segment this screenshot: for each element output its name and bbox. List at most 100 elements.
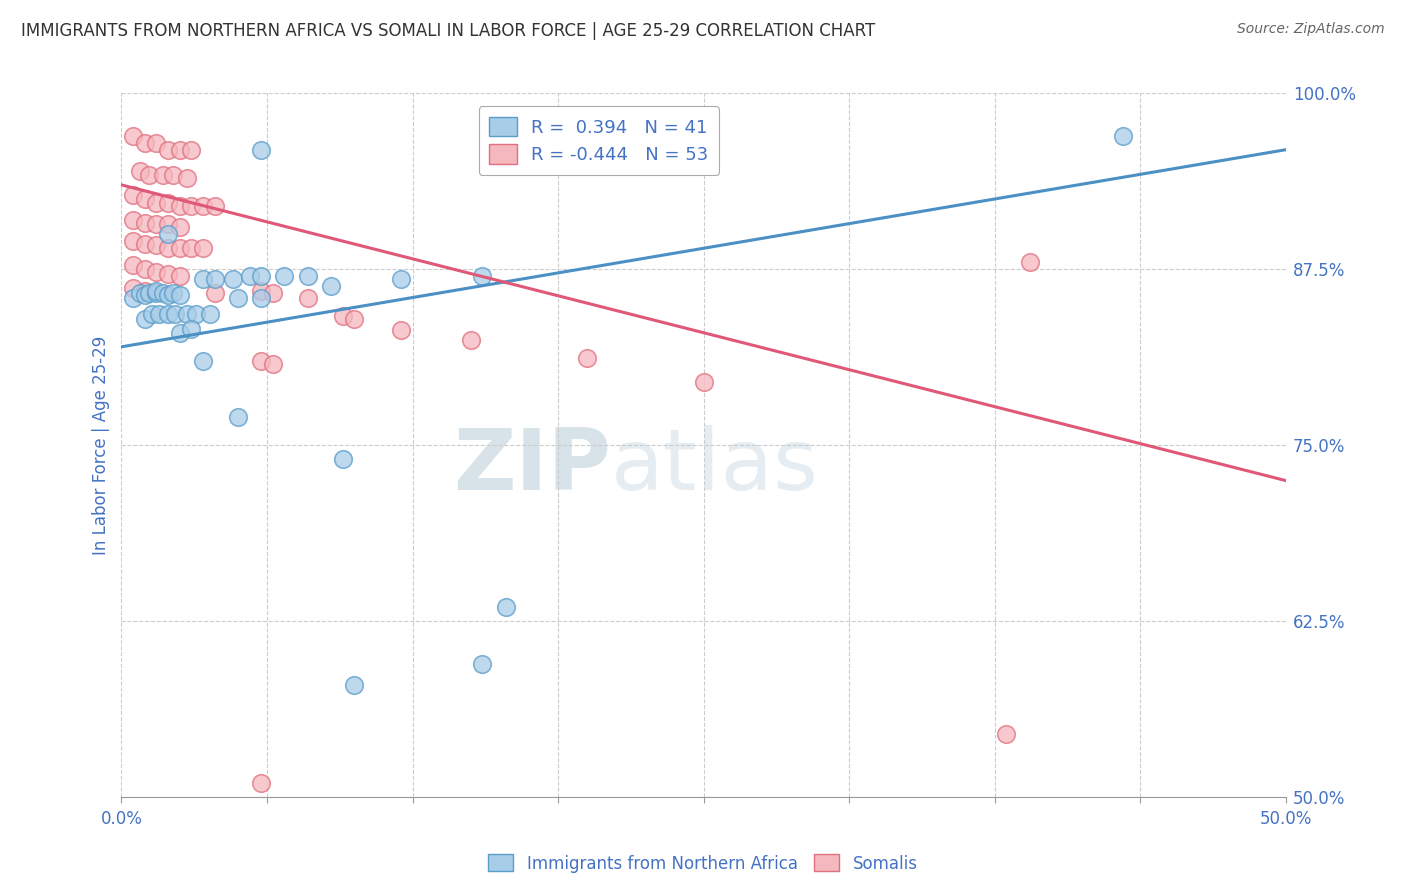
Point xyxy=(157,241,180,255)
Point xyxy=(297,291,319,305)
Point xyxy=(226,291,249,305)
Point xyxy=(169,199,191,213)
Point xyxy=(134,287,156,301)
Point xyxy=(332,452,354,467)
Point xyxy=(134,262,156,277)
Point xyxy=(162,168,184,182)
Point xyxy=(163,308,186,322)
Point xyxy=(129,286,152,301)
Point xyxy=(250,143,273,157)
Point xyxy=(129,163,152,178)
Point xyxy=(145,217,167,231)
Point xyxy=(122,258,145,272)
Point xyxy=(152,168,174,182)
Point xyxy=(145,265,167,279)
Y-axis label: In Labor Force | Age 25-29: In Labor Force | Age 25-29 xyxy=(93,335,110,555)
Point xyxy=(152,286,174,301)
Point xyxy=(204,286,226,301)
Point xyxy=(145,284,167,298)
Point xyxy=(332,309,354,323)
Point xyxy=(343,678,366,692)
Point xyxy=(1018,255,1040,269)
Point xyxy=(122,128,145,143)
Point xyxy=(191,272,214,286)
Point xyxy=(157,196,180,211)
Point xyxy=(262,357,284,371)
Point xyxy=(157,287,180,301)
Text: IMMIGRANTS FROM NORTHERN AFRICA VS SOMALI IN LABOR FORCE | AGE 25-29 CORRELATION: IMMIGRANTS FROM NORTHERN AFRICA VS SOMAL… xyxy=(21,22,876,40)
Point xyxy=(169,241,191,255)
Point xyxy=(122,187,145,202)
Point xyxy=(169,326,191,340)
Point xyxy=(169,269,191,284)
Point xyxy=(180,199,202,213)
Text: ZIP: ZIP xyxy=(453,425,610,508)
Legend: Immigrants from Northern Africa, Somalis: Immigrants from Northern Africa, Somalis xyxy=(482,847,924,880)
Point xyxy=(157,308,180,322)
Point xyxy=(122,281,145,295)
Point xyxy=(226,410,249,425)
Point xyxy=(157,267,180,281)
Point xyxy=(157,217,180,231)
Point xyxy=(184,308,207,322)
Point xyxy=(134,237,156,252)
Point xyxy=(145,286,167,301)
Point xyxy=(250,269,273,284)
Point xyxy=(471,269,494,284)
Legend: R =  0.394   N = 41, R = -0.444   N = 53: R = 0.394 N = 41, R = -0.444 N = 53 xyxy=(478,106,718,175)
Point xyxy=(138,286,160,301)
Text: Source: ZipAtlas.com: Source: ZipAtlas.com xyxy=(1237,22,1385,37)
Point xyxy=(180,321,202,335)
Point xyxy=(176,170,198,185)
Point xyxy=(495,600,517,615)
Point xyxy=(1112,128,1135,143)
Point xyxy=(250,776,273,790)
Point xyxy=(138,168,160,182)
Point xyxy=(471,657,494,671)
Point xyxy=(157,143,180,157)
Point xyxy=(134,284,156,298)
Point xyxy=(297,269,319,284)
Point xyxy=(238,269,260,284)
Point xyxy=(148,308,170,322)
Point xyxy=(692,375,714,389)
Point xyxy=(273,269,295,284)
Point xyxy=(191,199,214,213)
Point xyxy=(389,323,412,337)
Point xyxy=(198,308,221,322)
Point xyxy=(995,727,1018,741)
Point xyxy=(576,351,599,365)
Point xyxy=(169,220,191,235)
Point xyxy=(389,272,412,286)
Point xyxy=(343,311,366,326)
Point xyxy=(134,216,156,230)
Point xyxy=(250,354,273,368)
Text: atlas: atlas xyxy=(610,425,818,508)
Point xyxy=(122,291,145,305)
Point xyxy=(134,311,156,326)
Point xyxy=(145,238,167,252)
Point xyxy=(157,227,180,242)
Point xyxy=(169,143,191,157)
Point xyxy=(134,192,156,206)
Point xyxy=(250,284,273,298)
Point xyxy=(145,196,167,211)
Point xyxy=(145,136,167,150)
Point xyxy=(162,286,184,301)
Point xyxy=(250,291,273,305)
Point xyxy=(176,308,198,322)
Point xyxy=(180,143,202,157)
Point xyxy=(141,308,163,322)
Point xyxy=(191,354,214,368)
Point xyxy=(122,234,145,248)
Point xyxy=(262,286,284,301)
Point xyxy=(180,241,202,255)
Point xyxy=(222,272,245,286)
Point xyxy=(204,272,226,286)
Point xyxy=(204,199,226,213)
Point xyxy=(134,136,156,150)
Point xyxy=(191,241,214,255)
Point xyxy=(460,333,482,347)
Point xyxy=(319,279,342,293)
Point xyxy=(169,287,191,301)
